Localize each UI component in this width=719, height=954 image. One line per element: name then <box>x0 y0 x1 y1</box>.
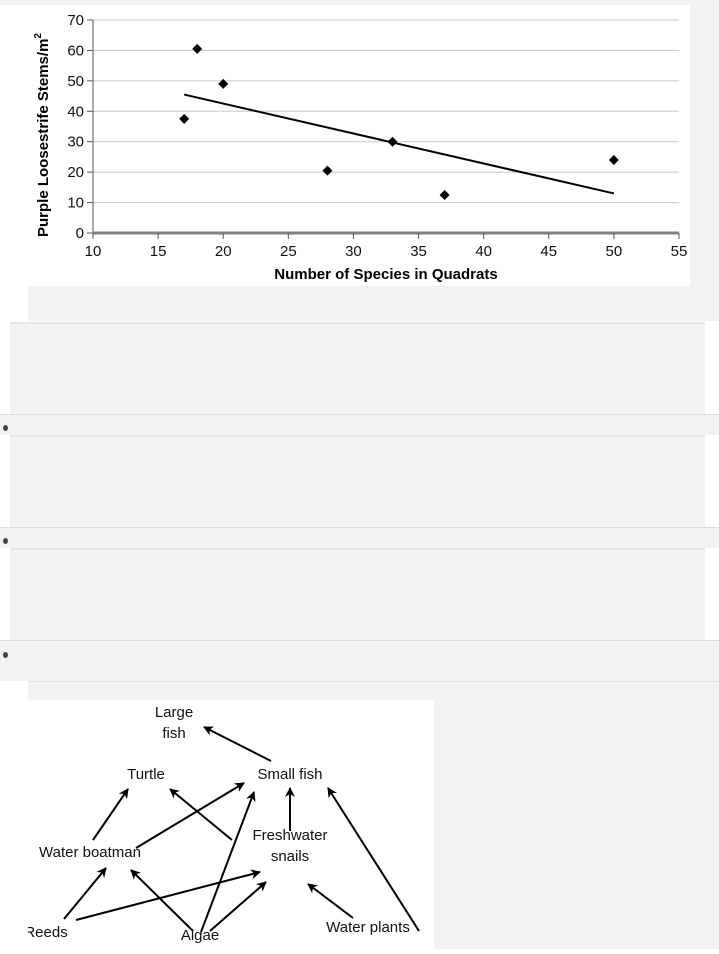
y-tick-label: 50 <box>67 73 84 90</box>
food-web-node-water-plants: Water plants <box>326 919 410 936</box>
food-web-node-label: Turtle <box>127 766 165 783</box>
point-layer <box>179 43 619 200</box>
x-tick-label: 25 <box>280 243 297 260</box>
food-web-arrow-water-boatman-to-turtle <box>92 788 129 841</box>
top-band <box>0 0 719 5</box>
data-point <box>179 113 190 124</box>
answer-option-3[interactable] <box>0 640 719 681</box>
x-tick-label: 35 <box>410 243 427 260</box>
food-web-card: Large fish Turtle Small fish Water boatman Fr… <box>24 700 434 949</box>
food-web-node-algae: Algae <box>181 927 219 944</box>
y-tick-label: 60 <box>67 42 84 59</box>
food-web-node-label: snails <box>271 848 309 865</box>
x-axis-title: Number of Species in Quadrats <box>274 266 497 283</box>
food-web-arrow-water-plants-to-snails <box>307 883 354 919</box>
y-tick-label: 10 <box>67 195 84 212</box>
axis-layer <box>87 19 680 239</box>
food-web-arrow-reeds-to-snails <box>75 869 261 921</box>
food-web-arrow-snails-to-turtle <box>169 788 233 841</box>
food-web-arrow-algae-to-small-fish <box>200 791 256 933</box>
food-web-arrow-reeds-to-water-boatman <box>63 867 107 920</box>
food-web-node-turtle: Turtle <box>127 766 165 783</box>
food-web-arrow-small-fish-to-large-fish <box>203 726 272 762</box>
food-web-node-small-fish: Small fish <box>257 766 322 783</box>
bullet-icon <box>3 538 8 544</box>
x-tick-label: 20 <box>215 243 232 260</box>
food-web-edges <box>63 726 420 933</box>
x-tick-label: 55 <box>671 243 688 260</box>
x-tick-label: 15 <box>150 243 167 260</box>
food-web-node-water-boatman: Water boatman <box>39 844 141 861</box>
food-web-node-label: Small fish <box>257 766 322 783</box>
x-tick-label: 50 <box>606 243 623 260</box>
y-axis-title-main: Purple Loosestrife Stems/m <box>35 39 52 237</box>
food-web-side-panel <box>434 700 719 949</box>
food-web-arrow-algae-to-water-boatman <box>130 869 194 932</box>
y-axis-title-superscript: 2 <box>33 33 44 39</box>
x-tick-label: 40 <box>475 243 492 260</box>
food-web-arrow-algae-to-snails <box>209 881 267 932</box>
bullet-icon <box>3 425 8 431</box>
data-point <box>439 189 450 200</box>
y-tick-label: 0 <box>76 225 84 242</box>
trend-layer <box>183 93 615 195</box>
data-point <box>387 136 398 147</box>
chart-side-panel <box>690 5 719 321</box>
data-point <box>322 165 333 176</box>
food-web-arrow-water-boatman-to-small-fish <box>135 782 245 849</box>
x-tick-labels: 10 15 20 25 30 35 40 45 50 55 <box>85 243 688 260</box>
food-web-nodes: Large fish Turtle Small fish Water boatman Fr… <box>24 704 410 944</box>
y-tick-label: 30 <box>67 134 84 151</box>
bullet-icon <box>3 652 8 658</box>
x-tick-label: 10 <box>85 243 102 260</box>
food-web-node-label: Reeds <box>28 924 68 941</box>
food-web-header-band <box>28 681 719 701</box>
data-point <box>192 43 203 54</box>
food-web-node-snails: Freshwater snails <box>252 827 327 865</box>
data-point <box>218 78 229 89</box>
food-web-arrow-water-plants-to-small-fish <box>327 787 420 932</box>
answer-option-2[interactable] <box>0 527 719 548</box>
y-tick-labels: 0 10 20 30 40 50 60 70 <box>67 12 84 242</box>
y-tick-label: 40 <box>67 103 84 120</box>
y-axis-title: Purple Loosestrife Stems/m2 <box>33 33 52 237</box>
grid-layer <box>93 19 679 204</box>
food-web-node-label: fish <box>162 725 185 742</box>
food-web-node-label: Algae <box>181 927 219 944</box>
answer-panel-1 <box>10 322 705 414</box>
y-tick-label: 20 <box>67 164 84 181</box>
y-tick-label: 70 <box>67 12 84 29</box>
answer-option-1[interactable] <box>0 414 719 435</box>
data-point <box>608 154 619 165</box>
food-web-node-large-fish: Large fish <box>155 704 193 742</box>
trendline <box>183 93 615 195</box>
food-web-node-label: Large <box>155 704 193 721</box>
scatter-chart-card: 0 10 20 30 40 50 60 70 10 15 20 25 30 35 40 45 50 55 Num… <box>28 5 690 286</box>
food-web-diagram: Large fish Turtle Small fish Water boatman Fr… <box>24 704 420 944</box>
food-web-node-label: Freshwater <box>252 827 327 844</box>
answer-panel-3 <box>10 548 705 641</box>
food-web-node-label: Water boatman <box>39 844 141 861</box>
x-tick-label: 30 <box>345 243 362 260</box>
food-web-node-label: Water plants <box>326 919 410 936</box>
answer-panel-2 <box>10 435 705 528</box>
chart-footer-panel <box>28 286 690 321</box>
food-web-node-reeds: Reeds <box>28 924 68 941</box>
x-tick-label: 45 <box>540 243 557 260</box>
